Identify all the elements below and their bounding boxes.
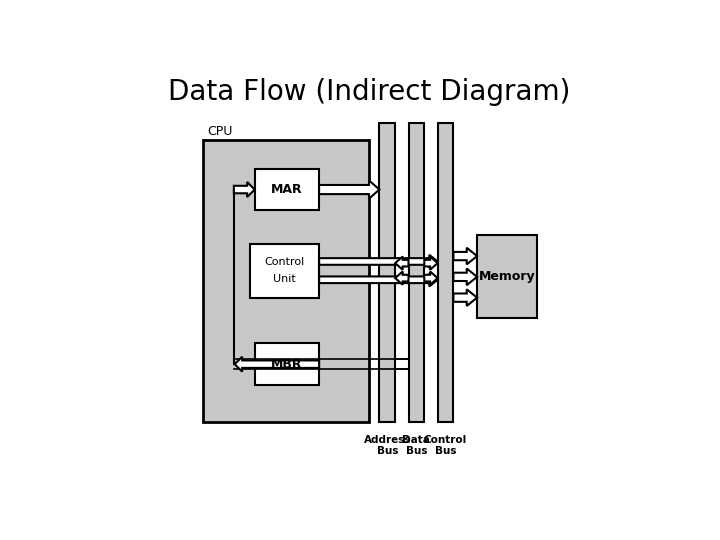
Text: CPU: CPU [207,125,233,138]
Polygon shape [424,256,438,270]
Text: Control
Bus: Control Bus [424,435,467,456]
Polygon shape [454,248,477,265]
Bar [477,235,537,319]
Polygon shape [395,272,408,285]
Polygon shape [395,256,408,270]
Bar [379,123,395,422]
Text: Unit: Unit [274,274,296,284]
Polygon shape [424,272,438,285]
Bar [203,140,369,422]
Bar [255,168,319,210]
Bar [251,244,319,298]
Text: Data Flow (Indirect Diagram): Data Flow (Indirect Diagram) [168,78,570,106]
Text: Address
Bus: Address Bus [364,435,411,456]
Bar [408,123,424,422]
Text: Memory: Memory [479,271,536,284]
Polygon shape [454,268,477,285]
Polygon shape [234,182,255,197]
Bar [255,343,319,385]
Text: MAR: MAR [271,183,302,196]
Text: Data
Bus: Data Bus [402,435,431,456]
Text: MBR: MBR [271,357,302,370]
Polygon shape [319,255,438,268]
Polygon shape [235,357,319,372]
Bar [438,123,454,422]
Polygon shape [319,273,438,286]
Polygon shape [454,289,477,306]
Polygon shape [319,180,379,199]
Text: Control: Control [265,257,305,267]
